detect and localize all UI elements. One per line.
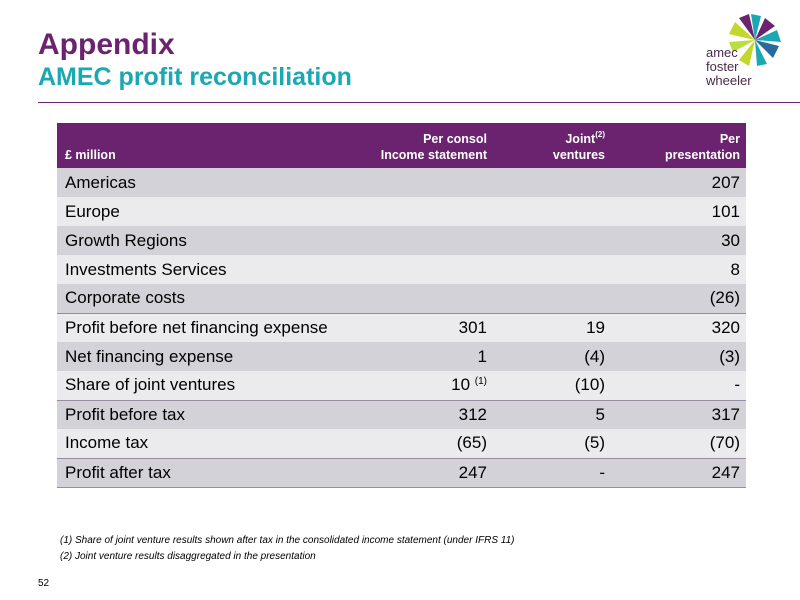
table-row: Profit before tax 312 5 317 — [57, 399, 746, 429]
row-consol-value: 10 — [451, 375, 471, 395]
logo-line-2: foster — [706, 59, 739, 74]
header-per-presentation-line2: presentation — [664, 148, 740, 162]
row-jv: (4) — [584, 346, 605, 366]
row-jv: 5 — [493, 399, 611, 429]
slide-subtitle: AMEC profit reconciliation — [38, 63, 352, 91]
row-presentation: 101 — [711, 201, 740, 221]
table-row: Americas 207 — [57, 168, 746, 197]
row-jv: (5) — [584, 433, 605, 453]
row-presentation: 317 — [611, 399, 746, 429]
row-consol: 301 — [347, 312, 493, 342]
row-label: Investments Services — [65, 259, 227, 279]
row-presentation: 247 — [611, 457, 746, 488]
row-jv — [493, 168, 611, 197]
row-label: Profit after tax — [57, 457, 347, 488]
row-jv: 19 — [493, 312, 611, 342]
row-consol: 312 — [347, 399, 493, 429]
row-jv — [493, 255, 611, 284]
table-row: Corporate costs (26) — [57, 284, 746, 313]
table-row: Growth Regions 30 — [57, 226, 746, 255]
row-label: Income tax — [65, 433, 149, 453]
row-consol — [347, 284, 493, 313]
row-label: Americas — [65, 172, 136, 192]
title-divider — [38, 102, 800, 103]
footnote-2: (2) Joint venture results disaggregated … — [60, 551, 316, 562]
row-jv — [493, 197, 611, 226]
row-consol: 1 — [477, 346, 487, 366]
table-row: Profit before net financing expense 301 … — [57, 312, 746, 342]
row-jv: - — [493, 457, 611, 488]
row-label: Europe — [65, 201, 120, 221]
row-presentation: (26) — [709, 288, 740, 308]
row-presentation: 207 — [711, 172, 740, 192]
header-joint-ventures: Joint(2) ventures — [493, 123, 611, 168]
header-per-consol: Per consol Income statement — [347, 123, 493, 168]
header-per-presentation-line1: Per — [719, 132, 740, 146]
row-presentation: - — [734, 375, 740, 395]
row-consol-footnote-ref: (1) — [474, 376, 487, 388]
row-label: Growth Regions — [65, 230, 187, 250]
row-presentation: (3) — [719, 346, 740, 366]
page-number: 52 — [38, 578, 50, 589]
table-row: Income tax (65) (5) (70) — [57, 429, 746, 458]
row-presentation: 320 — [611, 312, 746, 342]
row-label: Share of joint ventures — [65, 375, 236, 395]
row-jv: (10) — [574, 375, 605, 395]
header-joint-label: Joint — [565, 132, 596, 146]
row-presentation: (70) — [709, 433, 740, 453]
slide-title: Appendix — [38, 28, 175, 61]
row-jv — [493, 226, 611, 255]
header-per-presentation: Per presentation — [611, 123, 746, 168]
header-per-consol-line1: Per consol — [423, 132, 487, 146]
logo-pinwheel-icon — [729, 14, 781, 66]
row-consol: (65) — [456, 433, 487, 453]
table-row: Net financing expense 1 (4) (3) — [57, 342, 746, 371]
table-row: Investments Services 8 — [57, 255, 746, 284]
header-units: £ million — [65, 148, 116, 162]
row-consol — [347, 255, 493, 284]
header-joint-ventures-line1: Joint(2) — [499, 127, 605, 147]
footnote-1: (1) Share of joint venture results shown… — [60, 535, 515, 546]
row-consol — [347, 168, 493, 197]
row-consol: 247 — [347, 457, 493, 488]
table-row: Share of joint ventures 10 (1) (10) - — [57, 371, 746, 400]
header-per-consol-line2: Income statement — [380, 148, 487, 162]
logo-wordmark: amec foster wheeler — [706, 46, 776, 88]
row-label: Corporate costs — [65, 288, 185, 308]
profit-reconciliation-table: £ million Per consol Income statement Jo… — [57, 123, 746, 488]
row-label: Profit before tax — [57, 399, 347, 429]
row-presentation: 30 — [721, 230, 740, 250]
header-joint-footnote-ref: (2) — [595, 130, 605, 139]
row-presentation: 8 — [730, 259, 740, 279]
logo-line-3: wheeler — [706, 73, 752, 88]
row-consol — [347, 226, 493, 255]
table-header-row: £ million Per consol Income statement Jo… — [57, 123, 746, 168]
row-consol — [347, 197, 493, 226]
header-joint-ventures-line2: ventures — [552, 148, 605, 162]
row-label: Profit before net financing expense — [57, 312, 347, 342]
row-consol: 10 (1) — [347, 371, 493, 400]
logo-line-1: amec — [706, 45, 738, 60]
table-row: Europe 101 — [57, 197, 746, 226]
row-jv — [493, 284, 611, 313]
table-row: Profit after tax 247 - 247 — [57, 457, 746, 488]
row-label: Net financing expense — [65, 346, 234, 366]
